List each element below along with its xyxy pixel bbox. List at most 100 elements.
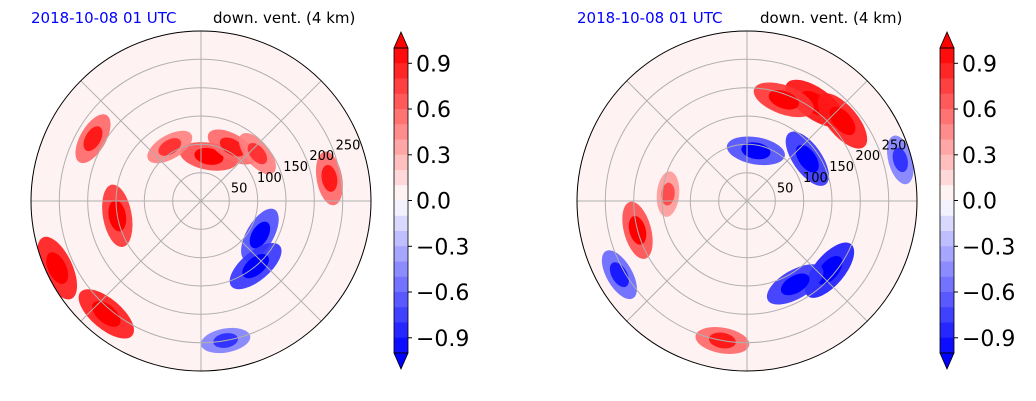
colorbar-segment	[940, 93, 954, 110]
colorbar-segment	[394, 78, 408, 95]
colorbar-segment	[394, 154, 408, 171]
colorbar-segment	[940, 231, 954, 247]
radial-tick-label: 150	[829, 160, 854, 175]
field-feature-core	[247, 142, 268, 165]
colorbar-segment	[394, 124, 408, 140]
colorbar-segment	[940, 109, 954, 125]
radial-tick-label: 100	[803, 171, 828, 186]
radial-tick-label: 250	[882, 138, 907, 153]
field-feature-core	[609, 262, 629, 288]
colorbar-2: 0.9 0.6 0.3 0.0 −0.3 −0.6 −0.9	[939, 31, 1015, 370]
polar-grid	[577, 31, 917, 371]
field-feature-core	[83, 126, 103, 152]
grid-spoke	[80, 80, 202, 202]
colorbar-segment	[940, 48, 954, 64]
colorbar-segment	[940, 215, 954, 232]
colorbar-segment	[394, 276, 408, 293]
colorbar-extend-min	[939, 352, 955, 370]
radial-tick-label: 50	[231, 182, 248, 197]
colorbar-segment	[394, 63, 408, 79]
panel2-title-date: 2018-10-08 01 UTC	[577, 9, 723, 27]
colorbar-segment	[394, 139, 408, 156]
grid-spoke	[200, 200, 322, 322]
colorbar-segment	[394, 109, 408, 125]
field-feature-core	[661, 182, 675, 206]
colorbar-segment	[940, 261, 954, 278]
field-feature-core	[829, 106, 856, 136]
colorbar-segment	[940, 124, 954, 140]
colorbar-tick-label: 0.0	[416, 190, 451, 215]
colorbar-tick-label: 0.6	[962, 98, 997, 123]
colorbar-extend-max	[393, 31, 409, 49]
colorbar-tick-label: 0.6	[416, 98, 451, 123]
panel2-title-variable: down. vent. (4 km)	[760, 9, 903, 27]
polar-grid	[31, 31, 371, 371]
radial-tick-label: 200	[309, 149, 334, 164]
colorbar-segment	[940, 185, 954, 201]
colorbar-segment	[394, 337, 408, 354]
polar-boundary	[576, 30, 918, 372]
colorbar-segment	[940, 276, 954, 293]
colorbar-segment	[394, 246, 408, 262]
colorbar-segment	[940, 337, 954, 354]
colorbar-tick-label: −0.6	[416, 281, 469, 306]
colorbar-segment	[394, 261, 408, 278]
colorbar-tick-label: 0.3	[416, 144, 451, 169]
field-feature-core	[892, 147, 908, 173]
radial-tick-label: 200	[855, 149, 880, 164]
colorbar-tick-label: 0.0	[962, 190, 997, 215]
field-feature-core	[321, 164, 338, 192]
grid-spoke	[626, 80, 748, 202]
radial-tick-label: 150	[283, 160, 308, 175]
colorbar-segment	[940, 154, 954, 171]
polar-boundary	[30, 30, 372, 372]
colorbar-tick-label: −0.6	[962, 281, 1015, 306]
colorbar-tick-label: −0.9	[416, 327, 469, 352]
field-feature-core	[92, 300, 121, 327]
colorbar-segment	[394, 322, 408, 339]
radial-tick-label: 50	[777, 182, 794, 197]
colorbar-tick-label: −0.9	[962, 327, 1015, 352]
radial-tick-label: 100	[257, 171, 282, 186]
field-feature-core	[795, 144, 819, 173]
radial-tick-label: 250	[336, 138, 361, 153]
panel1-title-date: 2018-10-08 01 UTC	[31, 9, 177, 27]
colorbar-tick-label: 0.3	[962, 144, 997, 169]
colorbar-tick-label: 0.9	[962, 52, 997, 77]
colorbar-segment	[940, 63, 954, 79]
field-feature-core	[194, 147, 224, 165]
colorbar-segment	[940, 307, 954, 323]
colorbar-segment	[940, 292, 954, 308]
colorbar-segment	[940, 200, 954, 217]
field-feature-core	[780, 273, 810, 296]
colorbar-segment	[394, 215, 408, 232]
colorbar-extend-min	[393, 352, 409, 370]
field-feature-core	[768, 90, 799, 110]
colorbar-segment	[394, 231, 408, 247]
field-feature-core	[158, 138, 182, 156]
field-feature-core	[219, 137, 245, 157]
grid-spoke	[626, 200, 748, 322]
colorbar-segment	[394, 185, 408, 201]
grid-spoke	[80, 200, 202, 322]
field-layer	[601, 79, 914, 354]
colorbar-segment	[940, 322, 954, 339]
colorbar-segment	[940, 139, 954, 156]
colorbar-1: 0.9 0.6 0.3 0.0 −0.3 −0.6 −0.9	[393, 31, 469, 370]
colorbar-segment	[394, 292, 408, 308]
colorbar-segment	[940, 246, 954, 262]
colorbar-segment	[394, 93, 408, 110]
colorbar-tick-label: −0.3	[962, 235, 1015, 260]
colorbar-tick-label: −0.3	[416, 235, 469, 260]
grid-spoke	[200, 80, 322, 202]
field-feature-core	[249, 221, 271, 249]
colorbar-segment	[940, 78, 954, 95]
colorbar-segment	[394, 200, 408, 217]
colorbar-extend-max	[939, 31, 955, 49]
colorbar-segment	[394, 307, 408, 323]
colorbar-segment	[940, 170, 954, 186]
grid-spoke	[746, 80, 868, 202]
field-feature-core	[46, 252, 69, 284]
